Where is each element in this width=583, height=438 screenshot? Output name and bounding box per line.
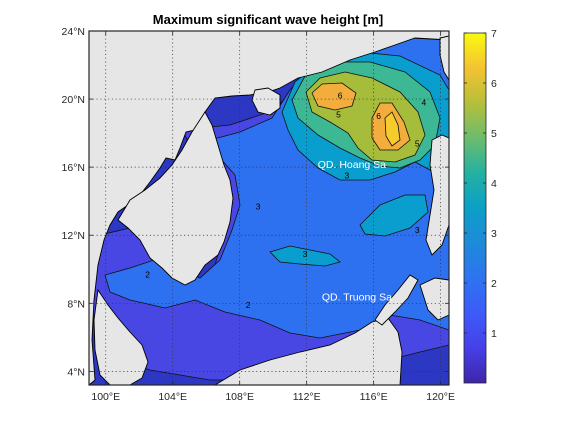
x-tick-label: 100°E bbox=[91, 391, 120, 403]
colorbar-tick-label: 6 bbox=[491, 78, 497, 90]
contour-label: 5 bbox=[415, 138, 420, 148]
land-indochina bbox=[117, 111, 234, 286]
contour-island-3a bbox=[269, 245, 341, 267]
contour-labels: 2 2 3 3 3 3 4 5 5 6 6 bbox=[145, 91, 426, 310]
y-tick-label: 16°N bbox=[62, 162, 85, 174]
contour-band-6 bbox=[311, 82, 357, 111]
map-annotation: QD. Hoang Sa bbox=[318, 159, 386, 171]
colorbar-ticks: 1 2 3 4 5 6 7 bbox=[464, 28, 497, 340]
contour-island-3b bbox=[359, 194, 429, 237]
contour-label: 3 bbox=[303, 249, 308, 259]
map-annotations: QD. Hoang Sa QD. Truong Sa bbox=[318, 159, 392, 304]
x-tick-label: 116°E bbox=[360, 391, 388, 403]
contour-label: 3 bbox=[415, 225, 420, 235]
x-tick-label: 120°E bbox=[426, 391, 455, 403]
contour-peak-7 bbox=[384, 111, 401, 147]
chart-title: Maximum significant wave height [m] bbox=[153, 12, 383, 27]
x-tick-label: 104°E bbox=[158, 391, 187, 403]
colorbar-tick-label: 1 bbox=[491, 328, 497, 340]
colorbar-tick-label: 2 bbox=[491, 278, 497, 290]
y-tick-label: 20°N bbox=[62, 94, 85, 106]
map-frame bbox=[88, 30, 450, 386]
land-malay-peninsula bbox=[93, 288, 149, 385]
land-china bbox=[89, 31, 449, 385]
y-tick-label: 12°N bbox=[62, 230, 85, 242]
y-tick-label: 4°N bbox=[67, 366, 85, 378]
land-philippines-luzon bbox=[425, 134, 449, 256]
colorbar-tick-label: 4 bbox=[491, 178, 497, 190]
x-tick-label: 112°E bbox=[293, 391, 321, 403]
contour-label: 6 bbox=[338, 91, 343, 101]
colorbar-tick-label: 5 bbox=[491, 128, 497, 140]
land-hainan bbox=[251, 87, 281, 116]
contour-label: 3 bbox=[256, 201, 261, 211]
contour-label: 2 bbox=[145, 269, 150, 279]
colorbar-tick-label: 3 bbox=[491, 228, 497, 240]
map-area bbox=[89, 31, 449, 385]
contour-label: 4 bbox=[422, 97, 427, 107]
contour-label: 2 bbox=[246, 300, 251, 310]
y-tick-label: 8°N bbox=[67, 298, 85, 310]
x-tick-label: 108°E bbox=[225, 391, 254, 403]
y-tick-label: 24°N bbox=[62, 26, 85, 38]
colorbar bbox=[463, 32, 487, 384]
land-borneo bbox=[214, 317, 403, 385]
contour-label: 6 bbox=[376, 111, 381, 121]
x-axis-ticks: 100°E 104°E 108°E 112°E 116°E 120°E bbox=[91, 31, 455, 403]
land-palawan bbox=[374, 274, 419, 326]
y-axis-ticks: 24°N 20°N 16°N 12°N 8°N 4°N bbox=[62, 26, 449, 378]
land-philippines-visayas bbox=[419, 277, 449, 321]
wave-height-contours bbox=[91, 31, 449, 381]
land-taiwan bbox=[439, 35, 449, 81]
map-annotation: QD. Truong Sa bbox=[322, 292, 392, 304]
land-masses bbox=[89, 31, 449, 385]
colorbar-tick-label: 7 bbox=[491, 28, 497, 40]
contour-label: 5 bbox=[336, 109, 341, 119]
contour-label: 3 bbox=[344, 171, 349, 181]
